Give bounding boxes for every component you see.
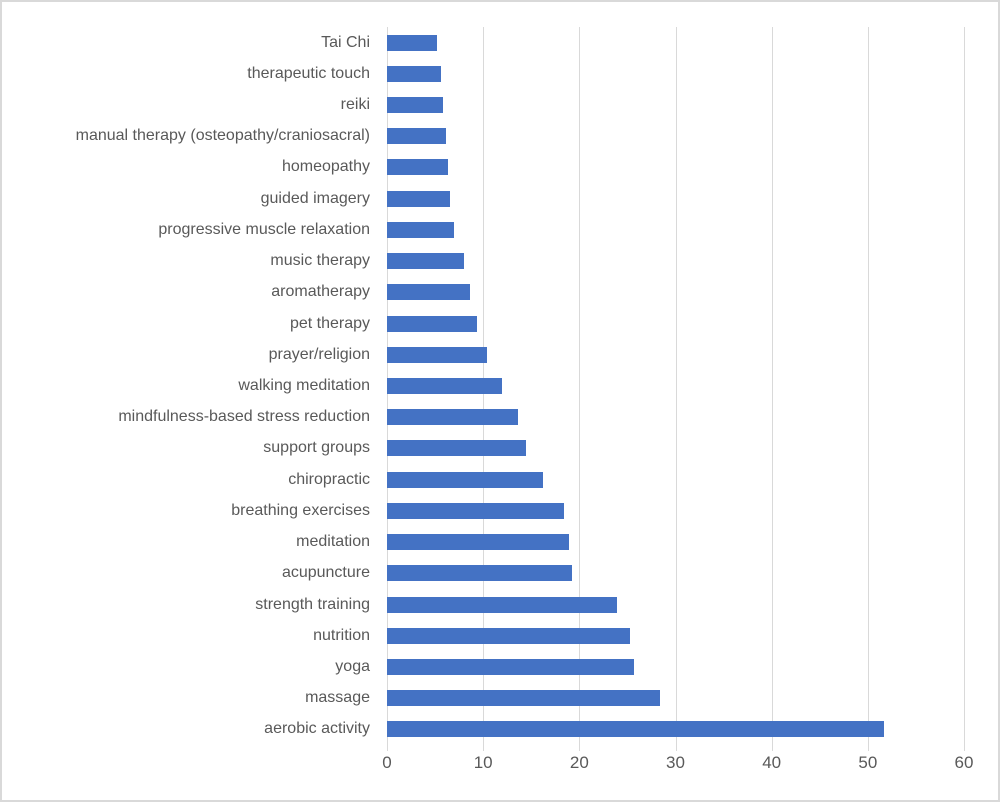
bar-progressive-muscle-relaxation: [387, 221, 455, 238]
gridline: [867, 27, 869, 751]
category-label: massage: [305, 689, 370, 707]
bar-massage: [387, 690, 661, 707]
category-label: aromatherapy: [271, 283, 370, 301]
category-label: chiropractic: [288, 470, 370, 488]
x-tick-label: 50: [858, 753, 878, 772]
category-label: homeopathy: [281, 158, 370, 176]
bar-prayer-religion: [387, 346, 487, 363]
category-label: yoga: [335, 657, 370, 675]
bar-pet-therapy: [387, 315, 478, 332]
x-tick-label: 60: [954, 753, 974, 772]
x-tick-label: 30: [666, 753, 685, 772]
category-label: walking meditation: [238, 376, 370, 394]
bar-meditation: [387, 534, 569, 551]
category-label: nutrition: [313, 626, 370, 644]
x-tick-label: 40: [762, 753, 782, 772]
bar-acupuncture: [387, 565, 572, 582]
bar-chiropractic: [387, 471, 543, 488]
category-label: guided imagery: [260, 189, 370, 207]
category-label: pet therapy: [289, 314, 370, 332]
gridline: [771, 27, 773, 751]
category-label: progressive muscle relaxation: [158, 220, 370, 238]
bar-tai-chi: [387, 34, 437, 51]
x-tick-label: 0: [382, 753, 392, 772]
category-label: therapeutic touch: [247, 64, 370, 82]
category-label: support groups: [263, 439, 370, 457]
category-label: reiki: [340, 96, 370, 114]
bar-nutrition: [387, 627, 631, 644]
gridline: [675, 27, 677, 751]
x-tick-label: 20: [569, 753, 589, 772]
category-label: strength training: [255, 595, 370, 613]
bar-strength-training: [387, 596, 617, 613]
bar-walking-meditation: [387, 378, 503, 394]
bar-music-therapy: [387, 253, 464, 270]
category-label: prayer/religion: [268, 345, 370, 363]
gridline: [579, 27, 581, 751]
category-label: acupuncture: [281, 564, 370, 582]
category-label: manual therapy (osteopathy/craniosacral): [75, 127, 370, 145]
bar-mindfulness-based-stress-reduction: [387, 409, 518, 426]
bar-reiki: [387, 97, 443, 114]
category-label: mindfulness-based stress reduction: [118, 408, 370, 426]
bar-homeopathy: [387, 159, 448, 176]
bar-therapeutic-touch: [387, 65, 441, 82]
bar-guided-imagery: [387, 190, 450, 207]
bar-manual-therapy-osteopathy-craniosacral-: [387, 128, 446, 145]
category-label: aerobic activity: [264, 720, 370, 738]
bar-support-groups: [387, 440, 527, 457]
bar-breathing-exercises: [387, 502, 564, 519]
category-axis: Tai Chi therapeutic touch reiki manual ther…: [2, 27, 370, 745]
x-tick-label: 10: [473, 753, 493, 772]
bar-aromatherapy: [387, 284, 470, 301]
plot-area: [387, 27, 965, 751]
bar-aerobic-activity: [387, 721, 885, 738]
category-label: Tai Chi: [321, 33, 370, 51]
category-label: meditation: [296, 533, 370, 551]
bar-yoga: [387, 658, 635, 675]
category-label: music therapy: [270, 252, 370, 270]
value-axis: 0 10 20 30 40 50 60: [382, 753, 973, 777]
category-label: breathing exercises: [231, 501, 370, 519]
gridline: [964, 27, 965, 751]
